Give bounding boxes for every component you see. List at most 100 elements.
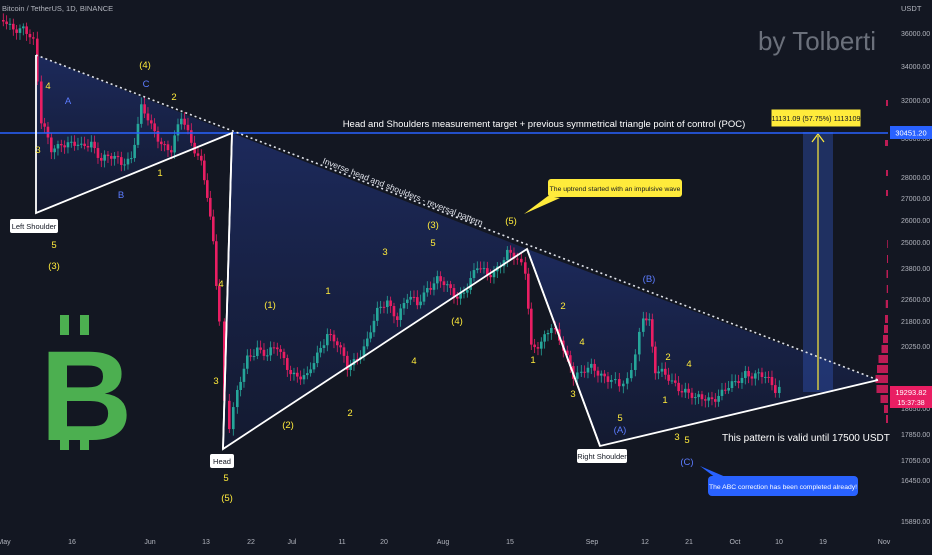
candle-body [476,268,479,271]
wave-label: 5 [617,413,622,424]
candle-body [707,397,710,401]
candle-body [614,379,617,381]
candle-body [757,372,760,374]
abc-callout[interactable]: The ABC correction has been completed al… [700,466,858,496]
candle-body [512,252,516,259]
symbol-title: Bitcoin / TetherUS, 1D, BINANCE [2,4,113,13]
volume-profile-bar [875,375,888,383]
candle-body [760,372,764,377]
wave-label: (5) [221,493,233,504]
right-shoulder-line [526,248,601,447]
candle-body [770,376,774,386]
candle-body [389,300,392,307]
head-label: Head [213,457,231,466]
abc-label: C [143,79,150,90]
candle-body [767,376,770,378]
candle-body [516,258,519,260]
candle-body [236,389,239,408]
candle-body [717,395,720,402]
candle-body [90,141,93,148]
x-tick-label: Sep [586,539,599,546]
candle-body [634,354,637,371]
candle-body [366,338,369,347]
candle-body [402,302,406,309]
y-tick-label: 32000.00 [901,98,930,105]
candle-body [737,381,740,383]
candle-body [322,345,326,348]
impulse-callout[interactable]: The uptrend started with an impulsive wa… [524,179,682,214]
candle-body [576,372,579,379]
candle-body [630,370,633,379]
abc-callout-pointer [700,466,728,478]
impulse-callout-box [548,179,682,197]
hline-price: 30451.20 [895,129,926,138]
x-tick-label: 22 [247,539,255,546]
candle-body [170,150,173,153]
triangle-fill [36,55,232,213]
wave-label: 2 [665,352,670,363]
candle-body [156,131,160,142]
y-tick-label: 17850.00 [901,432,930,439]
candle-body [638,331,641,355]
volume-profile-bar [886,170,888,176]
x-tick-label: Aug [437,539,450,546]
candle-body [103,154,106,161]
candle-body [53,148,56,153]
candle-body [459,292,462,299]
candle-body [83,143,86,146]
candle-body [2,20,5,22]
candle-body [215,241,218,286]
y-tick-label: 20250.00 [901,344,930,351]
volume-profile-bar [885,300,888,308]
wave-label: 5 [684,435,689,446]
abc-label: A [65,96,72,107]
descending-trendline[interactable] [35,54,879,381]
pattern-lines[interactable] [35,55,879,451]
candle-body [183,118,186,125]
volume-profile-bar [884,325,888,333]
candle-body [724,389,727,391]
candle-body [228,400,231,430]
logo-bar-bottom-right [80,430,89,450]
y-axis[interactable]: 36000.00 34000.00 32000.00 30000.00 28000.00… [901,31,930,526]
candle-body [697,394,700,398]
volume-profile-bar [883,335,888,343]
wave-label: 3 [674,432,679,443]
candle-body [212,216,215,242]
candle-body [63,145,66,148]
candle-body [664,368,667,375]
x-tick-label: Oct [730,539,741,546]
wave-label: 3 [35,145,40,156]
candle-body [203,160,206,181]
candle-body [596,370,600,376]
volume-profile-bar [886,415,888,423]
last-price: 19293.82 [895,388,926,397]
candle-body [442,281,446,286]
measurement-tool[interactable]: 11131.09 (57.75%) 1113109 [771,109,861,392]
candle-body [239,381,242,390]
y-tick-label: 22600.00 [901,297,930,304]
candle-body [654,346,657,374]
candle-body [626,378,629,384]
candle-body [120,157,123,165]
candle-body [466,289,469,293]
candle-body [533,344,536,348]
left-shoulder-label: Left Shoulder [12,222,57,231]
candle-body [223,321,226,401]
y-tick-label: 21800.00 [901,319,930,326]
candle-body [580,371,583,373]
wave-label: 2 [347,408,352,419]
candle-body [667,374,670,381]
candle-body [520,258,523,263]
candle-body [286,358,289,370]
candle-body [146,113,150,121]
candle-body [173,135,176,153]
x-tick-label: 19 [819,539,827,546]
x-axis[interactable]: May 16 Jun 13 22 Jul 11 20 Aug 15 Sep 12 21 Oct 10 19 No… [0,539,891,546]
candle-body [684,388,687,393]
logo-bar-bottom-left [60,430,69,450]
countdown: 15:37:38 [897,400,924,407]
x-tick-label: 15 [506,539,514,546]
candle-body [22,26,25,29]
